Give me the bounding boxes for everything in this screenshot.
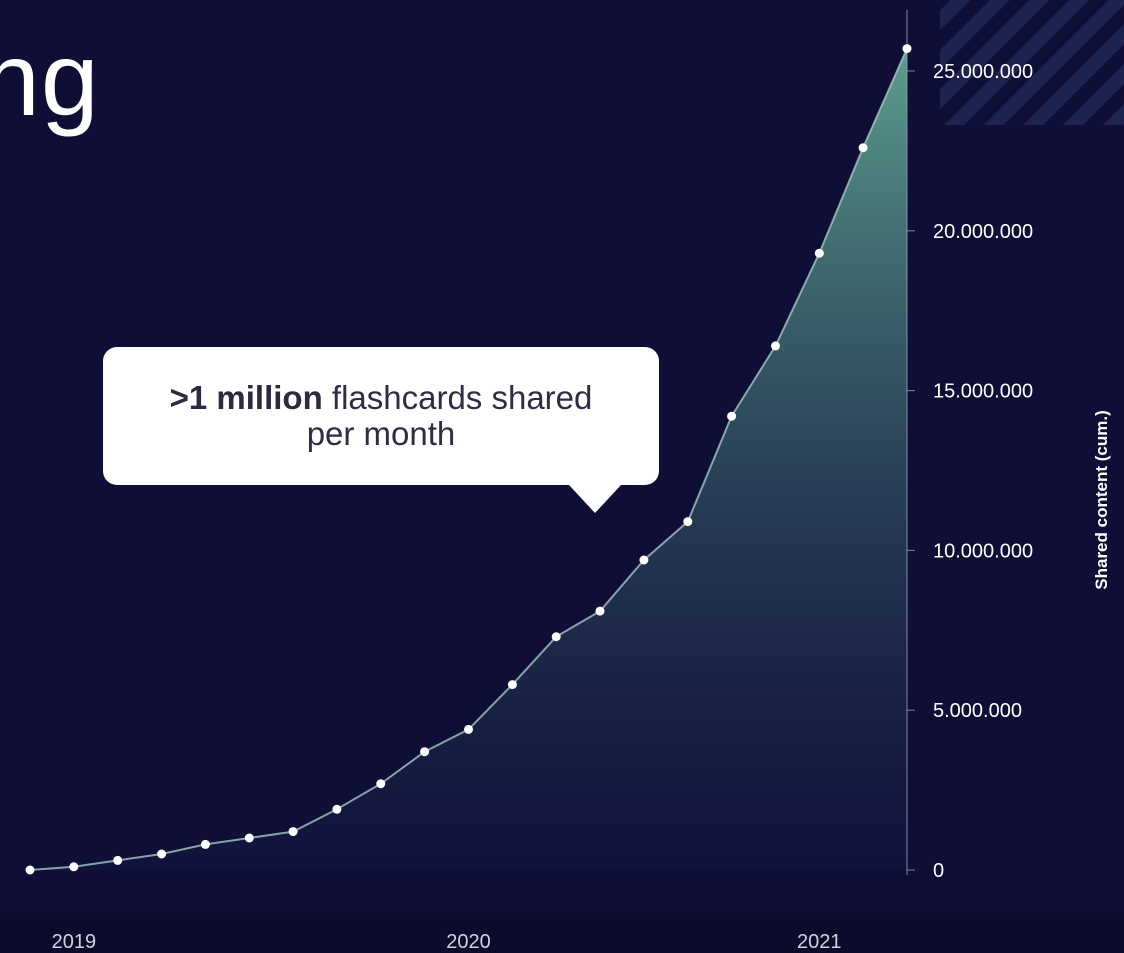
y-tick-label: 20.000.000 [933, 221, 1033, 243]
data-point [25, 865, 35, 875]
y-tick-label: 25.000.000 [933, 61, 1033, 83]
footer-band [0, 913, 1124, 953]
data-point [858, 143, 868, 153]
y-tick-label: 15.000.000 [933, 381, 1033, 403]
data-point [551, 632, 561, 642]
data-point [332, 804, 342, 814]
data-point [69, 862, 79, 872]
x-tick-label: 2021 [797, 931, 842, 953]
decorative-stripes [940, 0, 1124, 125]
data-point [814, 248, 824, 258]
data-point [113, 855, 123, 865]
callout-text: >1 million flashcards shared per month [169, 378, 593, 453]
data-point [244, 833, 254, 843]
data-point [288, 827, 298, 837]
y-axis-title: Shared content (cum.) [1092, 410, 1111, 590]
data-point [200, 839, 210, 849]
data-point [595, 606, 605, 616]
y-tick-label: 10.000.000 [933, 540, 1033, 562]
x-tick-label: 2020 [446, 931, 491, 953]
data-point [771, 341, 780, 351]
slide-title-fragment: ng [0, 22, 100, 138]
data-point [420, 747, 430, 757]
data-point [157, 849, 167, 859]
data-point [507, 680, 517, 690]
data-point [902, 44, 912, 54]
data-point [683, 517, 693, 527]
callout-bubble: >1 million flashcards shared per month [103, 347, 659, 513]
y-tick-label: 0 [933, 860, 944, 882]
callout-line-2: per month [306, 415, 456, 452]
data-point [464, 724, 473, 734]
data-point [376, 779, 386, 789]
x-tick-label: 2019 [52, 931, 97, 953]
data-point [727, 411, 737, 421]
data-point [639, 555, 649, 565]
callout-bold: >1 million [169, 378, 323, 416]
y-tick-label: 5.000.000 [933, 700, 1022, 722]
series-area [30, 48, 907, 871]
callout-line-1: flashcards shared [322, 378, 593, 416]
